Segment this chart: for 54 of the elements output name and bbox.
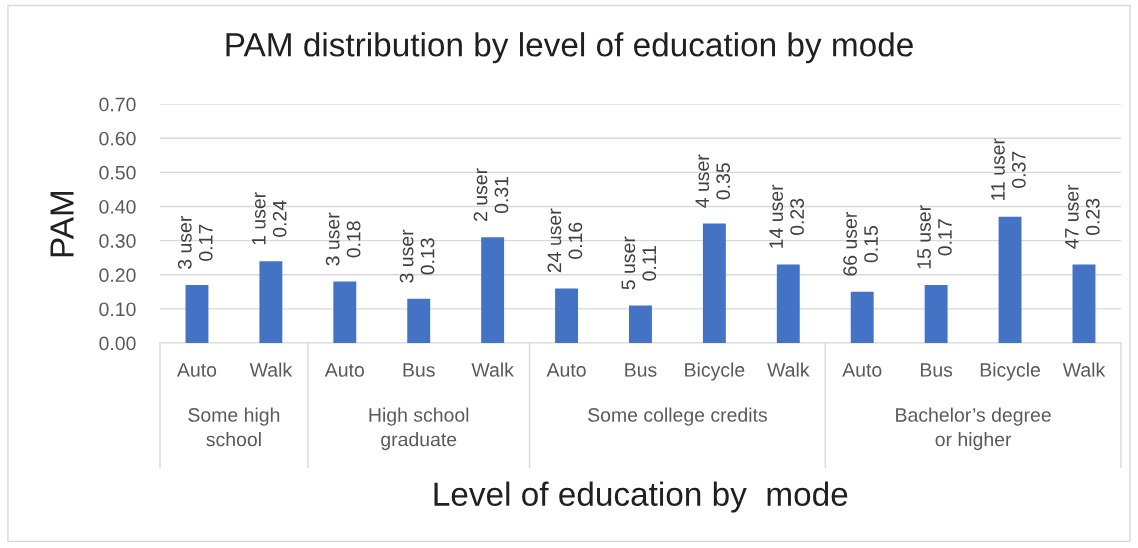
bar: [776, 264, 800, 344]
y-axis-title: PAM: [50, 191, 74, 257]
data-label: 66 user 0.15: [843, 212, 878, 276]
x-tick-label: Bicycle: [685, 362, 745, 381]
x-tick-label: Auto: [842, 363, 882, 377]
bar: [1072, 264, 1096, 344]
bar: [407, 298, 431, 344]
data-label: 4 user 0.35: [695, 154, 731, 208]
x-tick-label: Walk: [1062, 362, 1106, 377]
x-tick-label: Auto: [324, 363, 364, 377]
bar: [481, 237, 505, 344]
y-tick-label: 0.40: [99, 199, 136, 214]
x-tick-label: Walk: [471, 362, 514, 377]
y-tick-label: 0.50: [99, 165, 136, 180]
y-tick-label: 0.00: [99, 336, 136, 351]
chart-title: PAM distribution by level of education by mode: [226, 32, 913, 64]
x-tick-label: Bus: [403, 363, 435, 377]
y-tick-label: 0.30: [99, 234, 136, 248]
text: Some high school: [188, 407, 280, 447]
text: Some college credits: [588, 407, 767, 426]
bar: [259, 261, 283, 344]
bar: [629, 305, 652, 344]
bar: [998, 216, 1022, 344]
data-label: 1 user 0.24: [252, 192, 287, 245]
y-tick-label: 0.10: [99, 302, 136, 317]
data-label: 24 user 0.16: [547, 208, 583, 273]
bar: [850, 291, 874, 344]
bar: [555, 288, 579, 344]
bar: [702, 223, 726, 344]
x-tick-label: Auto: [546, 363, 586, 377]
x-tick-label: Auto: [177, 363, 217, 377]
data-label: 47 user 0.23: [1065, 184, 1100, 249]
text: High school graduate: [369, 407, 469, 451]
y-tick-label: 0.20: [99, 268, 136, 283]
bar: [333, 281, 357, 344]
x-axis-title: Level of education by mode: [434, 481, 848, 513]
y-tick-label: 0.60: [99, 131, 136, 146]
x-tick-label: Bus: [625, 363, 657, 377]
text: Bachelor’s degree or higher: [896, 407, 1051, 451]
x-tick-label: Bicycle: [980, 362, 1040, 381]
bar: [924, 285, 948, 344]
data-label: 15 user 0.17: [917, 205, 952, 269]
data-label: 14 user 0.23: [769, 184, 804, 248]
data-label: 3 user 0.13: [399, 229, 435, 283]
data-label: 5 user 0.11: [621, 236, 657, 290]
data-label: 3 user 0.17: [177, 216, 213, 269]
x-tick-label: Walk: [249, 362, 293, 377]
data-label: 3 user 0.18: [325, 212, 361, 266]
y-tick-label: 0.70: [99, 97, 136, 112]
bar: [185, 285, 209, 344]
x-tick-label: Bus: [920, 363, 953, 377]
x-tick-label: Walk: [767, 362, 810, 377]
data-label: 11 user 0.37: [991, 138, 1026, 200]
data-label: 2 user 0.31: [473, 168, 509, 221]
